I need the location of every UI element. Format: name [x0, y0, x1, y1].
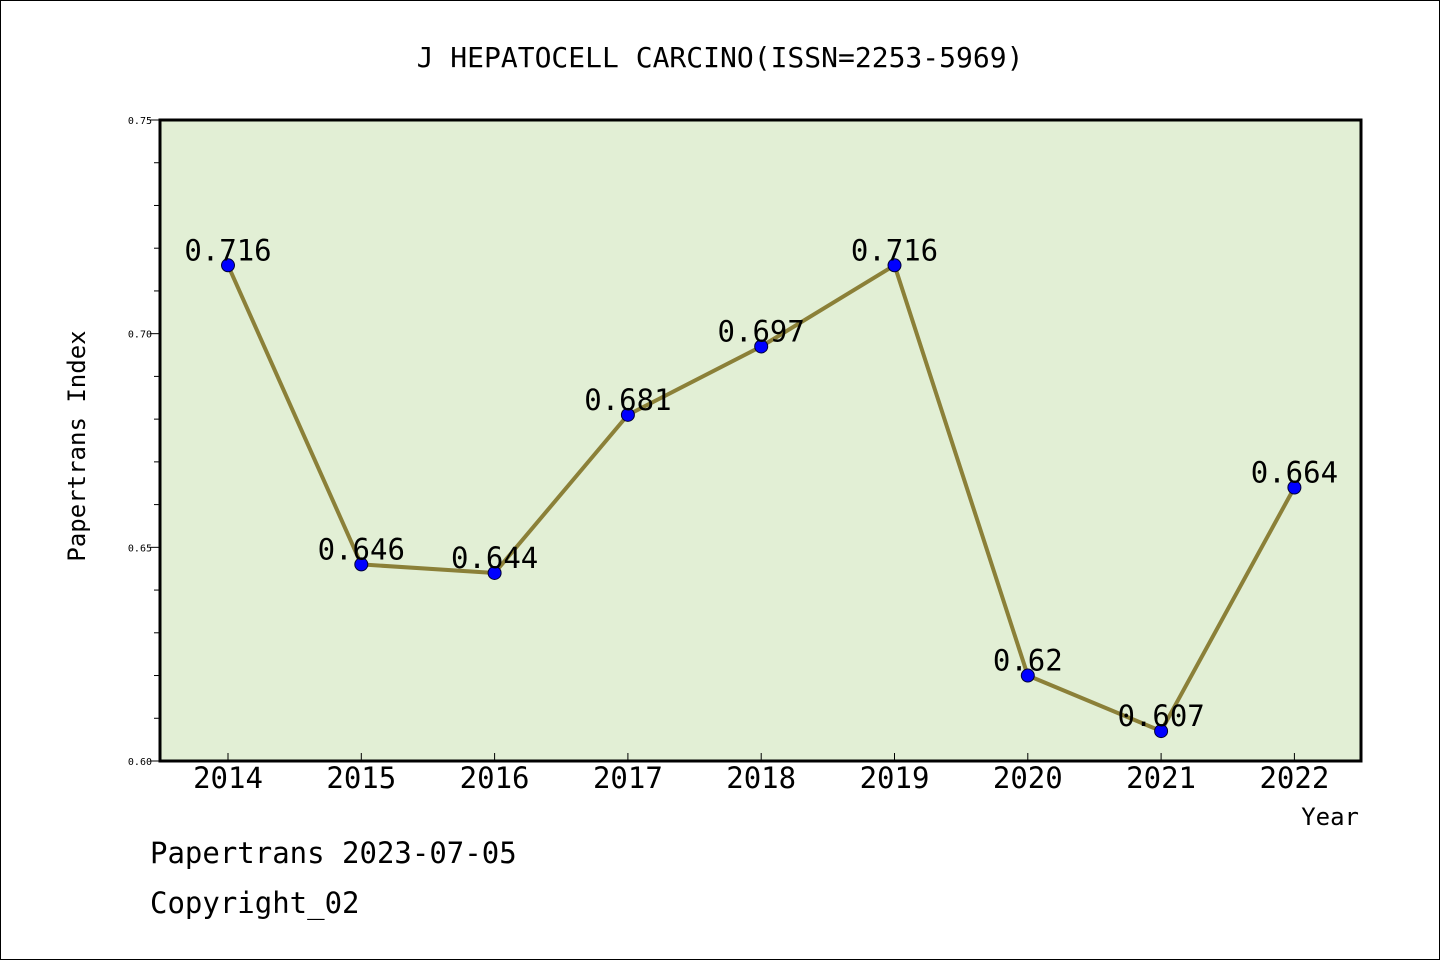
data-point: [221, 258, 235, 273]
x-tick-label: 2018: [726, 761, 796, 795]
chart-title: J HEPATOCELL CARCINO(ISSN=2253-5969): [417, 41, 1024, 74]
x-tick-label: 2016: [460, 761, 530, 795]
data-label: 0.607: [1117, 699, 1204, 733]
data-label: 0.716: [851, 233, 938, 267]
plot-area: [160, 120, 1361, 761]
data-label: 0.681: [584, 383, 671, 417]
y-axis-label: Papertrans Index: [63, 330, 91, 561]
data-label: 0.644: [451, 541, 538, 575]
data-point: [1020, 668, 1035, 683]
data-label: 0.664: [1251, 456, 1338, 490]
y-tick-label: 0.65: [128, 543, 152, 554]
data-point: [1287, 480, 1302, 495]
x-tick-label: 2022: [1259, 761, 1329, 795]
footer-source: Papertrans 2023-07-05: [150, 836, 517, 870]
data-point: [354, 557, 369, 572]
y-tick-label: 0.70: [128, 330, 152, 341]
data-label: 0.62: [993, 644, 1063, 678]
data-label: 0.716: [184, 233, 271, 267]
footer-copyright: Copyright_02: [150, 886, 360, 920]
y-tick-label: 0.60: [128, 757, 152, 768]
x-tick-label: 2019: [860, 761, 930, 795]
data-label: 0.697: [718, 314, 805, 348]
x-tick-label: 2017: [593, 761, 663, 795]
data-point: [887, 258, 902, 273]
data-point: [1154, 724, 1169, 739]
x-tick-label: 2015: [326, 761, 396, 795]
data-point: [487, 565, 502, 580]
data-point: [754, 339, 769, 354]
x-axis-label: Year: [1301, 803, 1359, 831]
data-label: 0.646: [318, 532, 405, 566]
x-tick-label: 2020: [993, 761, 1063, 795]
x-tick-label: 2014: [193, 761, 263, 795]
data-point: [620, 407, 635, 422]
plot-border: [158, 118, 1363, 763]
y-tick-label: 0.75: [128, 116, 152, 127]
x-tick-label: 2021: [1126, 761, 1196, 795]
